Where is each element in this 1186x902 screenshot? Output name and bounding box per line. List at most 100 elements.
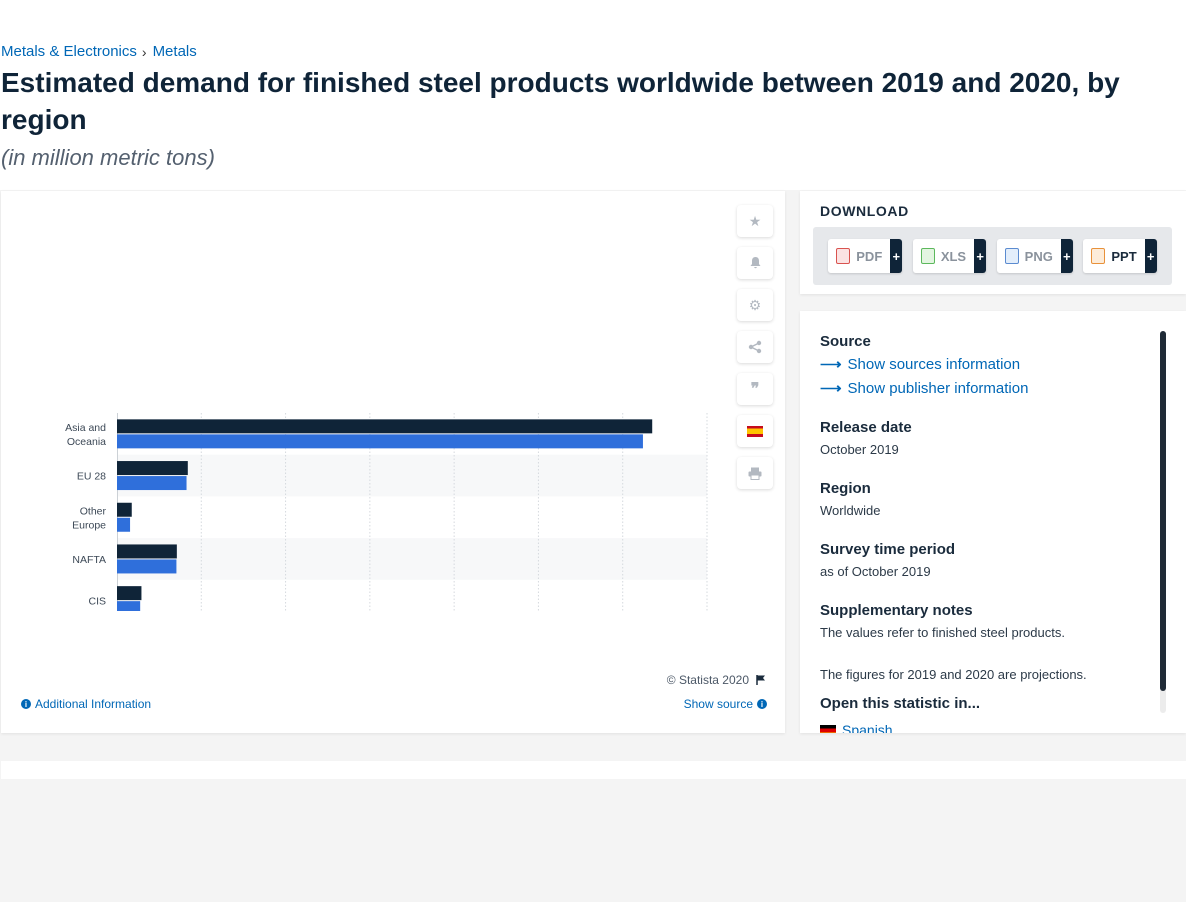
print-icon	[748, 467, 762, 480]
flag-report-icon[interactable]	[755, 674, 767, 686]
download-title: DOWNLOAD	[820, 203, 909, 219]
supplementary-notes-heading: Supplementary notes	[820, 602, 973, 619]
breadcrumb-item-metals-electronics[interactable]: Metals & Electronics	[1, 43, 137, 60]
download-xls-button[interactable]: XLS +	[912, 239, 987, 273]
info-icon: i	[757, 699, 767, 709]
next-section-card	[1, 761, 1186, 779]
quote-icon: ❞	[750, 381, 760, 398]
download-pdf-main: PDF	[828, 239, 891, 273]
download-pdf-button[interactable]: PDF +	[828, 239, 903, 273]
copyright: © Statista 2020	[667, 673, 767, 687]
supplementary-notes-line-1: The values refer to finished steel produ…	[820, 625, 1065, 640]
share-icon	[748, 340, 762, 354]
copyright-text: © Statista 2020	[666, 673, 749, 687]
release-date-value: October 2019	[820, 442, 899, 457]
category-label-line: NAFTA	[72, 554, 106, 566]
spanish-flag-icon	[747, 425, 763, 437]
bar-2019	[117, 434, 643, 449]
gear-icon: ⚙	[748, 296, 762, 313]
print-button[interactable]	[737, 457, 773, 489]
bar-2020	[117, 586, 142, 601]
open-language-label: Spanish	[842, 722, 893, 733]
survey-period-heading: Survey time period	[820, 541, 956, 558]
download-ppt-main: PPT	[1083, 239, 1145, 273]
additional-information-label: Additional Information	[35, 697, 152, 711]
bar-2019	[117, 517, 131, 532]
download-xls-label: XLS	[940, 248, 967, 264]
breadcrumb: Metals & Electronics › Metals	[1, 43, 197, 60]
category-label-line: EU 28	[77, 471, 106, 483]
additional-information-link[interactable]: i Additional Information	[21, 697, 151, 711]
row-band	[117, 538, 707, 580]
download-buttons: PDF + XLS + PNG + PPT +	[813, 227, 1172, 285]
xls-file-icon	[920, 248, 935, 264]
statistic-info: Source ⟶ Show sources information ⟶ Show…	[820, 333, 1150, 733]
german-flag-icon	[820, 724, 836, 733]
plus-icon: +	[890, 239, 903, 273]
breadcrumb-separator: ›	[141, 43, 147, 60]
star-icon: ★	[748, 212, 762, 229]
share-button[interactable]	[737, 331, 773, 363]
header-area: Metals & Electronics › Metals Estimated …	[0, 0, 1186, 190]
download-xls-main: XLS	[912, 239, 975, 273]
open-statistic-heading: Open this statistic in...	[820, 695, 981, 712]
bar-2019	[117, 559, 177, 574]
download-png-main: PNG	[996, 239, 1061, 273]
statistic-info-card: Source ⟶ Show sources information ⟶ Show…	[800, 311, 1186, 733]
download-card: DOWNLOAD PDF + XLS + PNG +	[800, 191, 1186, 294]
page-title: Estimated demand for finished steel prod…	[1, 67, 1120, 135]
category-label-line: CIS	[88, 596, 106, 608]
release-date-heading: Release date	[820, 419, 912, 436]
category-label-line: Asia and	[65, 422, 106, 434]
bar-2020	[117, 461, 188, 476]
plus-icon: +	[1144, 239, 1157, 273]
region-heading: Region	[820, 480, 871, 497]
pdf-file-icon	[836, 248, 851, 264]
open-in-spanish-link[interactable]: Spanish	[820, 718, 1150, 733]
show-source-link[interactable]: Show source i	[684, 697, 767, 711]
arrow-right-icon: ⟶	[820, 380, 842, 397]
category-label: Other Europe	[72, 505, 106, 531]
notification-button[interactable]	[737, 247, 773, 279]
download-pdf-label: PDF	[856, 248, 883, 264]
breadcrumb-item-metals[interactable]: Metals	[152, 43, 197, 60]
category-label: Asia and Oceania	[65, 422, 106, 448]
survey-period-value: as of October 2019	[820, 564, 931, 579]
show-publisher-label: Show publisher information	[847, 380, 1029, 397]
show-sources-label: Show sources information	[847, 356, 1021, 373]
info-scrollbar[interactable]	[1160, 331, 1166, 713]
bar-2019	[117, 601, 141, 611]
bar-2020	[117, 419, 653, 434]
bell-icon	[750, 257, 760, 269]
spanish-version-button[interactable]	[737, 415, 773, 447]
show-publisher-link[interactable]: ⟶ Show publisher information	[820, 377, 1150, 401]
bar-2020	[117, 544, 177, 559]
category-label: NAFTA	[72, 554, 106, 566]
cite-button[interactable]: ❞	[737, 373, 773, 405]
download-png-button[interactable]: PNG +	[996, 239, 1073, 273]
bar-2020	[117, 502, 132, 517]
show-sources-link[interactable]: ⟶ Show sources information	[820, 353, 1150, 377]
show-source-label: Show source	[683, 697, 753, 711]
category-label: CIS	[88, 596, 106, 608]
region-value: Worldwide	[820, 503, 881, 518]
plus-icon: +	[974, 239, 987, 273]
plus-icon: +	[1060, 239, 1073, 273]
ppt-file-icon	[1091, 248, 1106, 264]
info-scrollbar-thumb[interactable]	[1160, 331, 1166, 691]
page-subtitle: (in million metric tons)	[1, 145, 215, 170]
settings-button[interactable]: ⚙	[737, 289, 773, 321]
download-ppt-label: PPT	[1111, 248, 1137, 264]
png-file-icon	[1004, 248, 1019, 264]
download-ppt-button[interactable]: PPT +	[1083, 239, 1157, 273]
row-band	[117, 454, 707, 497]
supplementary-notes-line-2: The figures for 2019 and 2020 are projec…	[820, 667, 1087, 682]
info-icon: i	[21, 699, 31, 709]
bar-2019	[117, 476, 187, 491]
source-heading: Source	[820, 333, 871, 350]
chart-toolbar: ★ ⚙ ❞	[737, 205, 773, 499]
category-label-line: Oceania	[67, 436, 106, 448]
favorite-button[interactable]: ★	[737, 205, 773, 237]
